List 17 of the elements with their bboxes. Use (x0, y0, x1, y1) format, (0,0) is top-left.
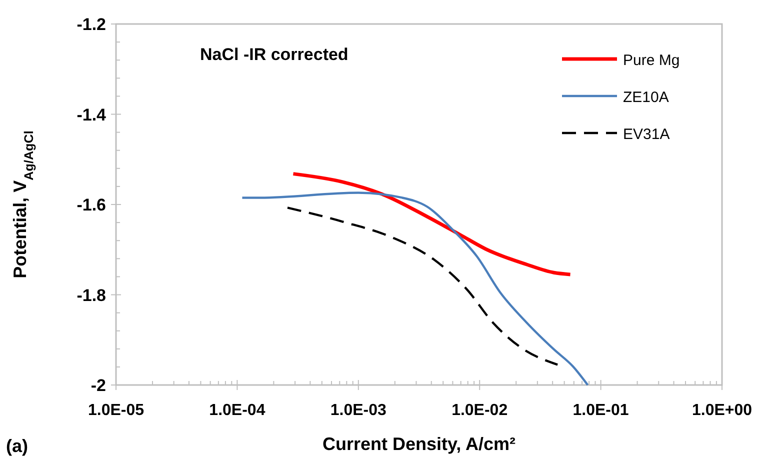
x-tick-label: 1.0E-05 (88, 402, 144, 419)
x-tick-label: 1.0E-03 (330, 402, 387, 419)
legend-label: EV31A (623, 126, 670, 143)
y-tick-label: -1.6 (76, 196, 106, 214)
y-tick-label: -1.8 (76, 286, 106, 305)
x-axis-title: Current Density, A/cm² (322, 434, 516, 454)
x-tick-label: 1.0E-02 (452, 402, 508, 419)
y-tick-label: -1.4 (76, 105, 107, 124)
y-tick-label: -2 (90, 376, 106, 395)
legend-label: Pure Mg (623, 52, 680, 69)
annotation: NaCl -IR corrected (200, 45, 348, 64)
x-tick-label: 1.0E-01 (572, 402, 629, 419)
text: (a) (6, 436, 28, 456)
x-tick-label: 1.0E-04 (209, 402, 266, 419)
y-tick-label: -1.2 (76, 15, 106, 34)
legend-label: ZE10A (623, 89, 669, 106)
x-tick-label: 1.0E+00 (692, 402, 752, 419)
